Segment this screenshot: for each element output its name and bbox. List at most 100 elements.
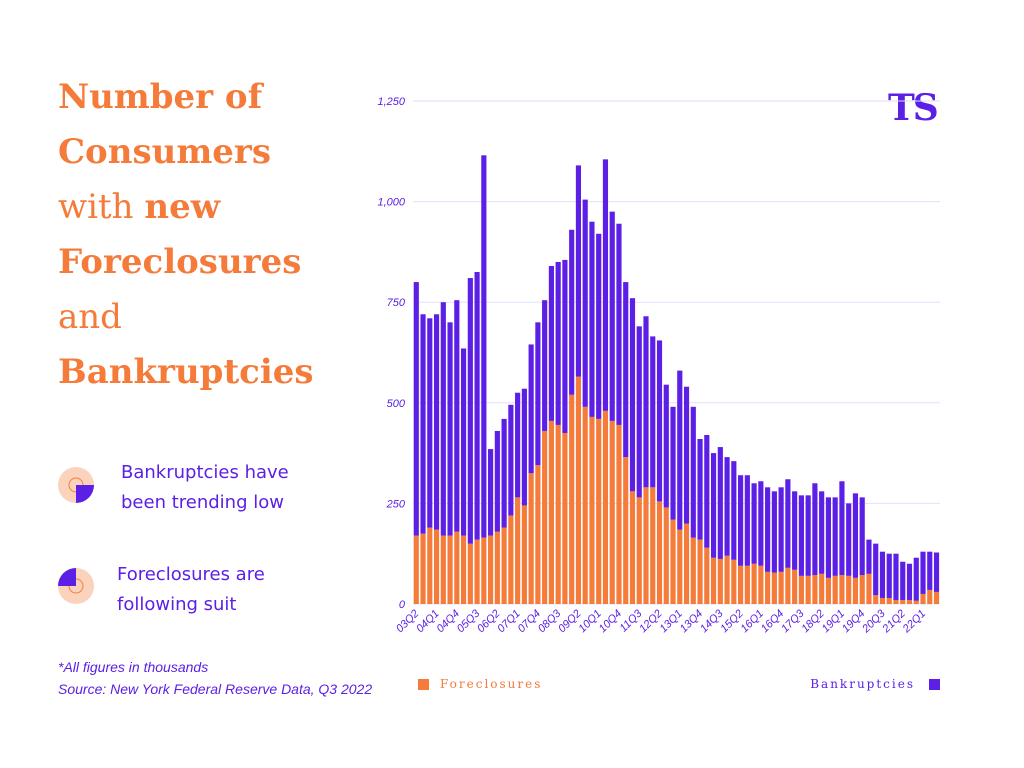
bar (508, 404, 514, 516)
bar (771, 572, 777, 604)
bar (690, 537, 696, 604)
bar (494, 531, 500, 604)
bar (825, 577, 831, 604)
bar (420, 314, 426, 534)
bar (778, 571, 784, 604)
bar (535, 322, 541, 466)
bar (427, 318, 433, 528)
bar (771, 491, 777, 573)
bar (413, 282, 419, 536)
bar (562, 259, 568, 433)
bar (454, 531, 460, 604)
bar (467, 278, 473, 544)
bar (677, 370, 683, 530)
y-tick-label: 1,250 (377, 96, 405, 108)
bar (521, 388, 527, 506)
bar (548, 265, 554, 421)
bar (515, 497, 521, 604)
bar (433, 529, 440, 604)
title-part: Foreclosures (58, 242, 301, 282)
bar (873, 543, 879, 596)
note: Foreclosures are (117, 564, 265, 585)
bar (460, 535, 467, 604)
bar (859, 575, 865, 604)
y-tick-label: 1,000 (377, 197, 405, 209)
bar (832, 575, 838, 604)
y-tick-label: 750 (387, 297, 406, 309)
bar (440, 302, 446, 536)
bar (886, 553, 892, 598)
title-part: Number of (58, 77, 265, 117)
bar (474, 272, 480, 540)
bar (812, 575, 818, 604)
bar (501, 527, 507, 604)
bar (792, 569, 798, 604)
bar (710, 557, 717, 604)
bar (515, 392, 521, 498)
bar (758, 481, 764, 566)
bar (751, 563, 757, 604)
bar (683, 386, 690, 524)
bar (697, 539, 703, 604)
bar (798, 495, 804, 576)
bar (852, 493, 859, 578)
bar (677, 529, 683, 604)
bar (629, 298, 636, 492)
bar (467, 543, 473, 604)
bar (609, 420, 615, 604)
bar (879, 597, 886, 604)
bar (528, 473, 534, 604)
bar (589, 221, 595, 417)
plot: 02505007501,0001,25003Q204Q104Q405Q306Q2… (377, 96, 940, 636)
bar (596, 233, 602, 419)
bar (913, 557, 919, 601)
bar (879, 551, 886, 598)
bar (839, 575, 845, 604)
bar (731, 559, 737, 604)
bar (636, 497, 642, 604)
bar (616, 424, 622, 604)
bar (602, 410, 609, 604)
bar (535, 465, 541, 604)
bar (582, 199, 588, 407)
bar (589, 416, 595, 604)
title-line: Foreclosures (58, 242, 301, 282)
x-tick-label: 22Q1 (900, 608, 928, 636)
bar (656, 501, 663, 604)
bar (650, 336, 656, 488)
note: following suit (117, 594, 237, 615)
bar (629, 491, 636, 604)
bar (805, 575, 811, 604)
bar (900, 561, 906, 600)
bar (710, 453, 717, 558)
bar (433, 314, 440, 530)
bar (900, 599, 906, 604)
bar (846, 575, 852, 604)
title-line: Number of (58, 77, 265, 117)
bar (488, 449, 494, 536)
title-part: Bankruptcies (58, 352, 314, 392)
y-tick-label: 500 (387, 398, 406, 410)
bar (839, 481, 845, 576)
bar (819, 491, 825, 574)
bar (846, 503, 852, 576)
y-tick-label: 0 (399, 599, 406, 611)
bar (562, 432, 568, 604)
bar (501, 418, 507, 528)
bar (866, 573, 872, 604)
bar (440, 535, 446, 604)
title-part: with (58, 187, 134, 227)
bar (906, 563, 913, 600)
bar (717, 447, 723, 559)
bar (704, 547, 710, 604)
bar (920, 551, 926, 594)
bar (460, 348, 467, 536)
title-line: with new (58, 187, 221, 227)
title-part: Consumers (58, 132, 271, 172)
bar (893, 553, 899, 600)
x-tick-label: 10Q4 (597, 608, 625, 636)
bar (744, 475, 750, 566)
icon (58, 568, 94, 604)
logo: TS (888, 87, 937, 129)
